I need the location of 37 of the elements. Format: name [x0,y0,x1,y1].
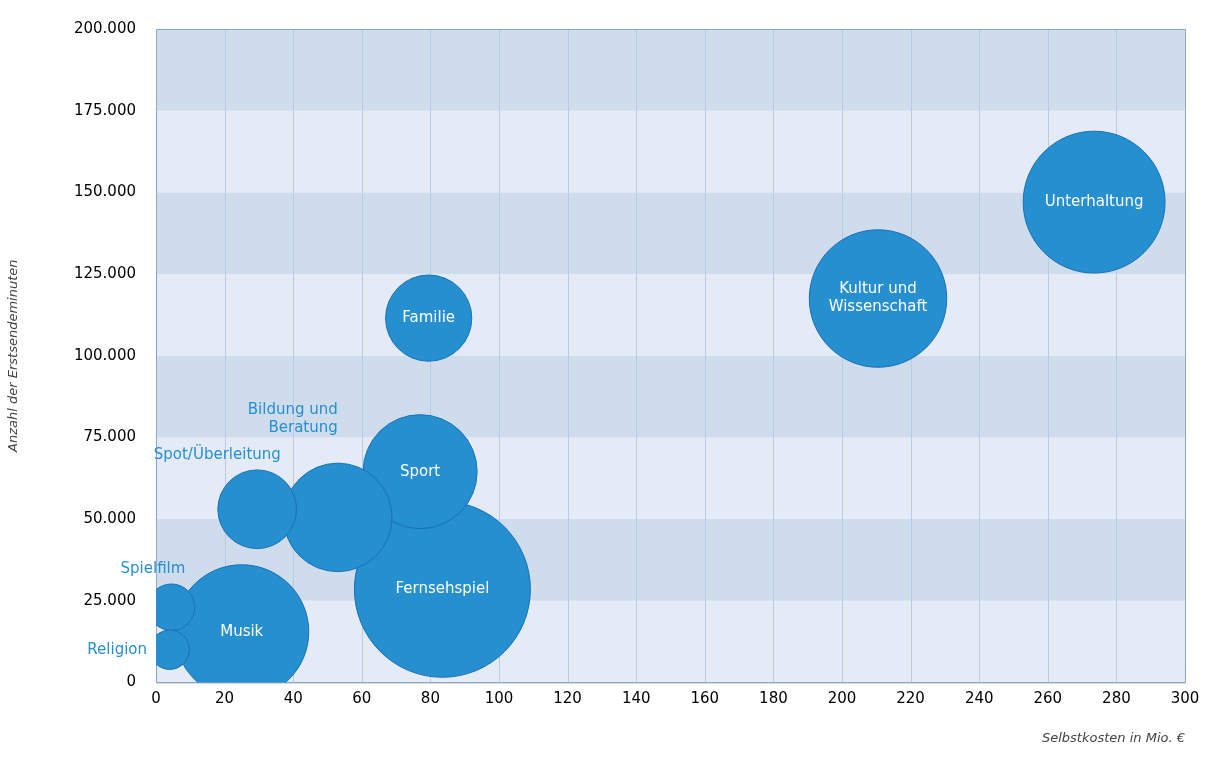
x-tick-label: 160 [690,689,720,708]
x-tick-label: 200 [827,689,857,708]
series-label: Fernsehspiel [395,579,490,598]
y-tick-label: 25.000 [83,590,136,609]
y-tick-label: 75.000 [83,427,136,446]
series-label: Unterhaltung [1044,192,1144,211]
series-label: Spot/Überleitung [153,443,281,463]
x-tick-label: 60 [352,689,372,708]
x-axis-title: Selbstkosten in Mio. € [1041,729,1185,745]
x-tick-label: 20 [215,689,235,708]
series-label: Spielfilm [120,558,186,577]
series-label: Kultur und Wissenschaft [828,279,928,316]
x-tick-label: 280 [1102,689,1131,708]
x-tick-label: 180 [759,689,788,708]
series-label: Religion [87,639,148,658]
series-label: Musik [220,621,264,640]
x-tick-label: 120 [553,689,582,708]
y-tick-label: 0 [126,672,136,691]
series-label: Bildung und Beratung [247,400,338,437]
x-tick-label: 100 [484,689,514,708]
x-tick-label: 0 [151,689,161,708]
series-label: Sport [399,461,441,480]
x-tick-label: 80 [420,689,440,708]
y-tick-label: 150.000 [73,182,136,201]
y-tick-label: 50.000 [83,508,136,527]
x-tick-label: 300 [1170,689,1200,708]
x-tick-label: 260 [1033,689,1063,708]
y-tick-label: 200.000 [73,18,136,37]
y-tick-label: 125.000 [73,263,136,282]
x-tick-label: 240 [964,689,994,708]
series-label: Familie [402,308,456,327]
x-tick-label: 140 [621,689,651,708]
y-tick-label: 100.000 [73,345,136,364]
y-axis-title: Anzahl der Erstsendeminuten [5,259,21,453]
x-tick-label: 40 [283,689,303,708]
x-tick-label: 220 [896,689,925,708]
y-tick-label: 175.000 [73,100,136,119]
